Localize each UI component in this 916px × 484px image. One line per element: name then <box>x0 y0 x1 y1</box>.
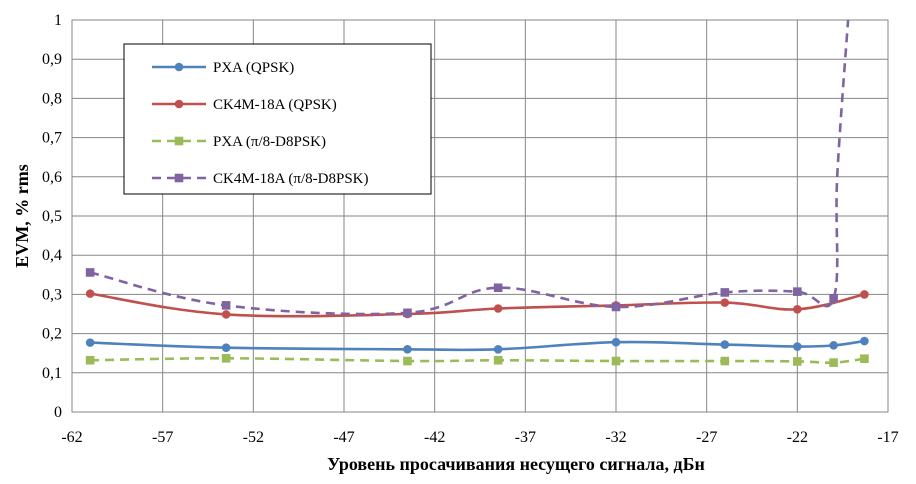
y-tick-label: 0,9 <box>42 51 62 68</box>
data-point <box>720 288 730 297</box>
data-point <box>793 342 802 351</box>
data-point <box>221 310 231 319</box>
y-tick-label: 1 <box>54 12 62 29</box>
data-point <box>85 268 95 277</box>
data-point <box>493 355 503 365</box>
legend-marker-3 <box>174 136 184 146</box>
data-point <box>860 336 869 346</box>
series-4 <box>85 19 850 318</box>
y-tick-label: 0,7 <box>42 130 62 147</box>
x-tick-label: -42 <box>424 429 445 446</box>
legend: PXA (QPSK) CK4M-18A (QPSK) PXA (π/8-D8PSK)… <box>123 43 432 195</box>
y-tick-label: 0,5 <box>42 208 62 225</box>
data-point <box>829 358 838 367</box>
legend-label-4: CK4M-18A (π/8-D8PSK) <box>213 171 369 187</box>
legend-label-1: PXA (QPSK) <box>213 60 294 76</box>
data-point <box>493 344 503 354</box>
series-line-4 <box>89 19 850 316</box>
data-point <box>493 283 503 293</box>
y-tick-label: 0,2 <box>42 326 62 343</box>
legend-marker-4 <box>174 173 184 183</box>
x-tick-label: -17 <box>877 429 898 446</box>
ticks-layer: -62 -57 -52 -47 -42 -37 -32 -27 -22 -17 0 0,1 0,2 0,3… <box>42 12 899 446</box>
x-tick-label: -22 <box>787 429 808 446</box>
series-line-3 <box>90 356 865 365</box>
x-tick-label: -27 <box>696 429 717 446</box>
data-point <box>793 287 802 296</box>
data-point <box>403 356 412 366</box>
data-point <box>403 308 412 318</box>
data-point <box>793 357 802 366</box>
y-tick-label: 0,1 <box>42 365 62 382</box>
data-point <box>493 304 503 313</box>
data-point <box>720 298 730 307</box>
data-point <box>85 338 95 347</box>
data-point <box>793 304 802 314</box>
series-layer <box>85 19 869 367</box>
y-tick-label: 0,8 <box>42 90 62 107</box>
legend-label-3: PXA (π/8-D8PSK) <box>213 134 326 150</box>
y-tick-label: 0 <box>54 404 62 421</box>
data-point <box>720 356 730 366</box>
data-point <box>611 302 621 312</box>
legend-box <box>123 43 432 195</box>
data-point <box>860 290 869 299</box>
x-tick-label: -37 <box>515 429 536 446</box>
y-tick-label: 0,6 <box>42 169 62 186</box>
x-tick-label: -62 <box>61 429 82 446</box>
x-tick-label: -52 <box>243 429 264 446</box>
data-point <box>403 344 412 354</box>
legend-marker-2 <box>174 99 184 109</box>
data-point <box>221 353 231 363</box>
x-tick-label: -32 <box>605 429 626 446</box>
series-3 <box>85 353 869 367</box>
y-tick-label: 0,3 <box>42 286 62 303</box>
y-axis-title: EVM, % rms <box>12 164 32 267</box>
data-point <box>85 289 95 298</box>
data-point <box>85 355 95 365</box>
legend-label-2: CK4M-18A (QPSK) <box>213 97 337 113</box>
y-tick-label: 0,4 <box>42 247 62 264</box>
x-axis-title: Уровень просачивания несущего сигнала, д… <box>327 454 705 474</box>
data-point <box>829 294 838 303</box>
data-point <box>720 340 730 349</box>
series-line-1 <box>90 339 865 352</box>
x-tick-label: -57 <box>152 429 173 446</box>
data-point <box>221 301 231 310</box>
legend-marker-1 <box>174 62 184 72</box>
data-point <box>860 354 869 363</box>
series-1 <box>85 336 869 354</box>
series-line-2 <box>89 292 865 318</box>
data-point <box>611 356 621 366</box>
data-point <box>221 343 231 353</box>
data-point <box>611 337 621 347</box>
plot-area-border <box>71 19 889 413</box>
x-tick-label: -47 <box>333 429 354 446</box>
data-point <box>829 341 838 350</box>
